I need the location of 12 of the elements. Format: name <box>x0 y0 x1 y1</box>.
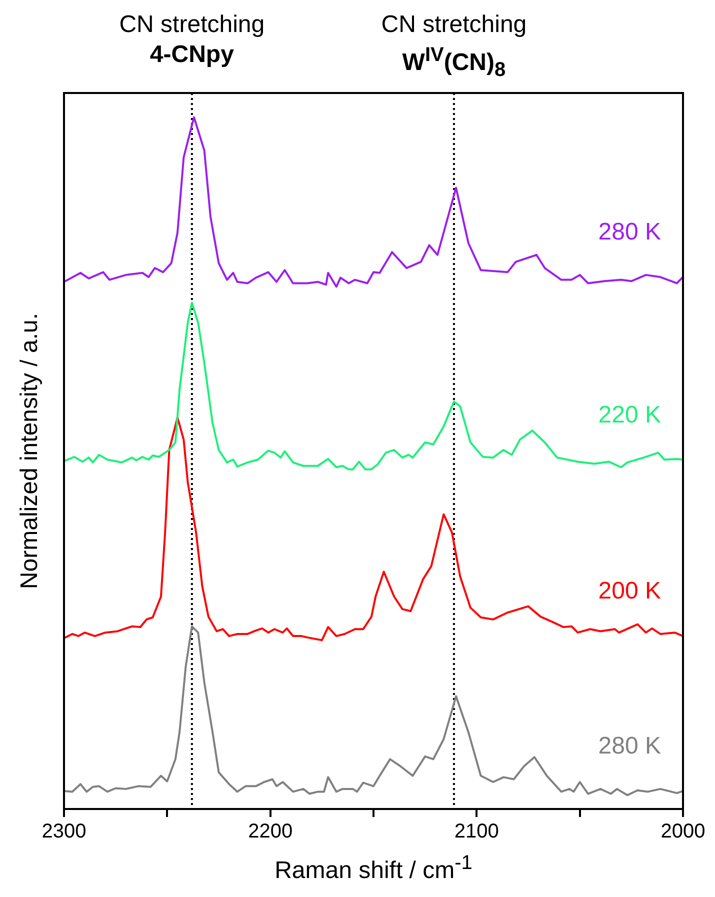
series-label: 200 K <box>598 578 661 605</box>
series-label: 220 K <box>598 401 661 428</box>
x-tick-label: 2200 <box>248 820 293 843</box>
x-tick-label: 2100 <box>454 820 499 843</box>
x-tick-label: 2000 <box>660 820 706 843</box>
y-axis-title: Normalized intensity / a.u. <box>15 312 44 590</box>
ref-line-label: CN stretching W$^{IV}$(CN)$_{8}$ <box>381 10 527 83</box>
ref-line-label: CN stretching 4-CNpy <box>119 10 265 70</box>
x-axis-title: Raman shift / cm$^{-1}$ <box>274 851 472 886</box>
series-label: 280 K <box>598 732 661 760</box>
series-label: 280 K <box>598 218 661 246</box>
x-tick-label: 2300 <box>42 820 86 843</box>
